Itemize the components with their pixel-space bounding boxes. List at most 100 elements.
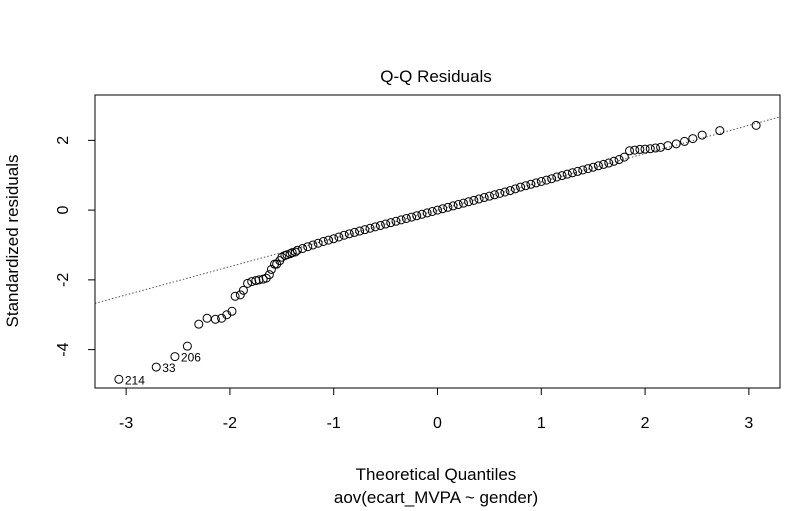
data-point xyxy=(360,225,370,235)
data-point xyxy=(656,142,666,152)
chart-title: Q-Q Residuals xyxy=(380,67,491,86)
data-point xyxy=(604,158,614,168)
y-tick-label: 2 xyxy=(55,136,72,145)
chart-subtitle: aov(ecart_MVPA ~ gender) xyxy=(334,488,538,507)
data-point xyxy=(114,374,124,384)
data-point xyxy=(536,177,546,187)
data-point xyxy=(290,247,300,257)
data-point xyxy=(630,145,640,155)
y-tick-label: -4 xyxy=(55,342,72,356)
data-point xyxy=(375,220,385,230)
data-point xyxy=(243,278,253,288)
data-point xyxy=(500,187,510,197)
data-point xyxy=(329,234,339,244)
data-point xyxy=(583,164,593,174)
data-point xyxy=(251,276,261,286)
data-point xyxy=(688,134,698,144)
data-point xyxy=(401,213,411,223)
data-point xyxy=(547,174,557,184)
data-point xyxy=(339,230,349,240)
data-point xyxy=(448,201,458,211)
data-point xyxy=(588,162,598,172)
data-point xyxy=(541,175,551,185)
data-point xyxy=(344,229,354,239)
x-axis-label: Theoretical Quantiles xyxy=(356,465,517,484)
data-point xyxy=(417,209,427,219)
data-point xyxy=(474,194,484,204)
points-layer xyxy=(114,120,761,384)
x-tick-label: 0 xyxy=(433,415,442,432)
data-point xyxy=(751,120,761,130)
data-point xyxy=(287,248,297,258)
data-point xyxy=(308,240,318,250)
data-point xyxy=(227,306,237,316)
y-tick-label: -2 xyxy=(55,273,72,287)
data-point xyxy=(680,136,690,146)
data-point xyxy=(202,313,212,323)
data-point xyxy=(490,190,500,200)
point-labels-layer: 214 33 206 xyxy=(125,351,201,388)
x-tick-label: -3 xyxy=(119,415,133,432)
data-point xyxy=(625,146,635,156)
data-point xyxy=(505,186,515,196)
data-point xyxy=(412,211,422,221)
data-point xyxy=(479,193,489,203)
data-point xyxy=(313,238,323,248)
data-point xyxy=(230,291,240,301)
data-point xyxy=(266,264,276,274)
outlier-label: 33 xyxy=(162,361,176,375)
data-point xyxy=(349,227,359,237)
data-point xyxy=(645,144,655,154)
data-point xyxy=(386,218,396,228)
x-tick-label: 1 xyxy=(537,415,546,432)
data-point xyxy=(573,166,583,176)
data-point xyxy=(635,144,645,154)
data-point xyxy=(324,235,334,245)
data-point xyxy=(578,165,588,175)
data-point xyxy=(238,285,248,295)
data-point xyxy=(433,205,442,215)
x-tick-label: 3 xyxy=(744,415,753,432)
x-tick-label: -2 xyxy=(223,415,237,432)
data-point xyxy=(469,195,479,205)
qq-reference-line xyxy=(94,116,781,304)
data-point xyxy=(521,181,531,191)
reference-line-layer xyxy=(94,116,781,304)
data-point xyxy=(355,226,365,236)
data-point xyxy=(484,191,494,201)
data-point xyxy=(614,155,624,165)
data-point xyxy=(370,222,380,232)
data-point xyxy=(510,184,520,194)
outlier-label: 214 xyxy=(125,373,145,387)
data-point xyxy=(650,143,660,153)
data-point xyxy=(567,168,577,178)
data-point xyxy=(422,208,432,218)
data-point xyxy=(427,207,437,217)
x-axis: -3 -2 -1 0 1 2 3 xyxy=(119,387,753,432)
x-tick-label: -1 xyxy=(327,415,341,432)
data-point xyxy=(235,290,245,300)
data-point xyxy=(298,243,308,253)
data-point xyxy=(464,197,474,207)
data-point xyxy=(552,172,562,182)
data-point xyxy=(671,139,681,149)
data-point xyxy=(210,314,220,324)
data-point xyxy=(640,144,650,154)
data-point xyxy=(526,179,536,189)
data-point xyxy=(458,198,468,208)
outlier-label: 206 xyxy=(181,351,201,365)
data-point xyxy=(619,152,629,162)
data-point xyxy=(407,212,417,222)
data-point xyxy=(593,161,603,171)
y-axis: -4 -2 0 2 xyxy=(55,136,96,357)
data-point xyxy=(663,141,673,151)
data-point xyxy=(557,171,567,181)
data-point xyxy=(318,237,328,246)
data-point xyxy=(391,216,401,226)
data-point xyxy=(334,232,344,242)
y-axis-label: Standardized residuals xyxy=(3,155,22,328)
data-point xyxy=(443,202,453,212)
data-point xyxy=(599,159,609,169)
data-point xyxy=(697,130,707,140)
